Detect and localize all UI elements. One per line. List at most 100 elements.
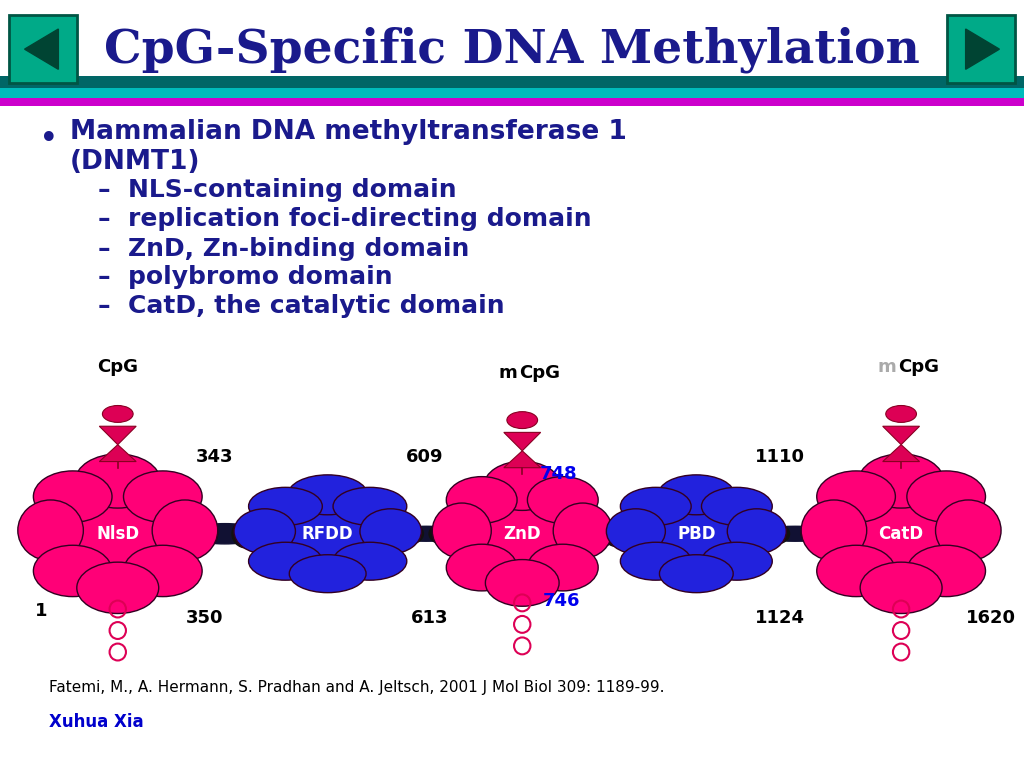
Ellipse shape [819,466,983,601]
Ellipse shape [701,488,772,525]
Ellipse shape [102,406,133,422]
Text: Mammalian DNA methyltransferase 1: Mammalian DNA methyltransferase 1 [70,119,627,145]
FancyBboxPatch shape [0,88,1024,98]
Text: 1124: 1124 [756,609,805,627]
Ellipse shape [288,475,368,515]
Text: 1620: 1620 [967,609,1016,627]
Ellipse shape [621,488,691,525]
Text: –: – [97,178,110,202]
Text: 609: 609 [407,448,443,466]
Text: CatD, the catalytic domain: CatD, the catalytic domain [128,294,505,318]
Ellipse shape [761,523,790,545]
Polygon shape [966,29,999,69]
Text: CpG: CpG [898,358,939,376]
Ellipse shape [333,542,407,580]
Ellipse shape [17,500,83,561]
Ellipse shape [432,503,492,558]
FancyBboxPatch shape [0,98,1024,106]
Ellipse shape [189,520,218,548]
Ellipse shape [603,521,632,547]
Ellipse shape [446,545,517,591]
Ellipse shape [34,471,112,522]
Ellipse shape [449,472,596,595]
Ellipse shape [907,545,985,597]
Polygon shape [504,451,541,468]
Polygon shape [99,426,136,445]
Ellipse shape [527,545,598,591]
Text: 613: 613 [412,609,449,627]
Ellipse shape [75,454,161,508]
FancyBboxPatch shape [947,15,1015,83]
Text: –: – [97,237,110,260]
Ellipse shape [124,545,202,597]
Ellipse shape [485,560,559,606]
Ellipse shape [77,562,159,614]
Ellipse shape [484,462,560,511]
Text: NlsD: NlsD [96,525,139,543]
Text: CpG-Specific DNA Methylation: CpG-Specific DNA Methylation [104,27,920,73]
Ellipse shape [507,412,538,429]
Ellipse shape [907,471,985,522]
Text: CpG: CpG [519,364,560,382]
Ellipse shape [360,509,422,554]
Ellipse shape [251,484,404,584]
Text: –: – [97,207,110,231]
Polygon shape [883,426,920,445]
Ellipse shape [658,475,734,515]
Text: Xuhua Xia: Xuhua Xia [49,713,143,730]
Text: Fatemi, M., A. Hermann, S. Pradhan and A. Jeltsch, 2001 J Mol Biol 309: 1189-99.: Fatemi, M., A. Hermann, S. Pradhan and A… [49,680,665,695]
Text: –: – [97,294,110,318]
Ellipse shape [936,500,1001,561]
Ellipse shape [249,542,323,580]
Ellipse shape [858,454,944,508]
Ellipse shape [801,500,866,561]
Ellipse shape [860,562,942,614]
Text: m: m [878,358,896,376]
Ellipse shape [231,520,260,548]
Ellipse shape [587,521,615,547]
Text: RFDD: RFDD [302,525,353,543]
Ellipse shape [233,509,295,554]
Ellipse shape [333,488,407,525]
Text: 1110: 1110 [756,448,805,466]
Ellipse shape [527,477,598,523]
Ellipse shape [290,554,367,593]
Polygon shape [99,445,136,462]
Text: 343: 343 [197,448,233,466]
Ellipse shape [757,526,834,541]
Ellipse shape [659,554,733,593]
Text: replication foci-directing domain: replication foci-directing domain [128,207,592,231]
FancyBboxPatch shape [9,15,77,83]
Ellipse shape [185,524,264,544]
Polygon shape [883,445,920,462]
Text: –: – [97,265,110,289]
Ellipse shape [390,526,462,541]
Ellipse shape [395,523,424,545]
Text: 746: 746 [543,592,580,611]
Text: CatD: CatD [879,525,924,543]
Ellipse shape [36,466,200,601]
Text: ZnD: ZnD [504,525,541,543]
Text: •: • [39,123,58,156]
Ellipse shape [623,484,770,584]
Ellipse shape [429,523,458,545]
Text: PBD: PBD [677,525,716,543]
Text: (DNMT1): (DNMT1) [70,149,200,175]
Ellipse shape [727,509,786,554]
Polygon shape [504,432,541,451]
Ellipse shape [446,477,517,523]
Ellipse shape [886,406,916,422]
Text: NLS-containing domain: NLS-containing domain [128,178,457,202]
Text: 1: 1 [35,601,47,620]
Ellipse shape [153,500,218,561]
Text: m: m [499,364,517,382]
Text: CpG: CpG [97,358,138,376]
Text: 748: 748 [540,465,577,483]
Text: polybromo domain: polybromo domain [128,265,392,289]
Ellipse shape [606,509,666,554]
Ellipse shape [553,503,612,558]
Ellipse shape [701,542,772,580]
Polygon shape [25,29,58,69]
Ellipse shape [817,471,895,522]
Text: 350: 350 [186,609,223,627]
